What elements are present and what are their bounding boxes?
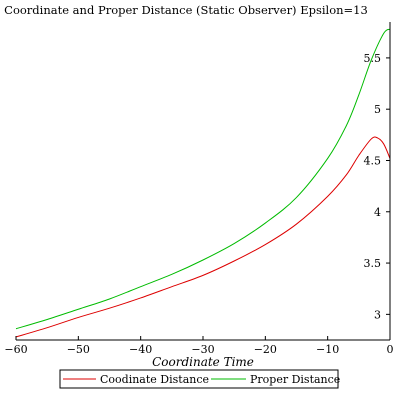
y-tick-label: 5 xyxy=(374,103,381,116)
x-tick-label: −60 xyxy=(4,343,27,356)
x-tick-label: −20 xyxy=(254,343,277,356)
legend-box xyxy=(59,369,339,389)
x-tick-label: −40 xyxy=(129,343,152,356)
x-tick-label: −10 xyxy=(316,343,339,356)
x-tick-label: 0 xyxy=(387,343,394,356)
legend-label-coordinate: Coodinate Distance xyxy=(100,373,209,386)
x-tick-label: −30 xyxy=(191,343,214,356)
y-tick-label: 5.5 xyxy=(364,52,382,65)
x-tick-label: −50 xyxy=(67,343,90,356)
y-tick-label: 3 xyxy=(374,308,381,321)
x-axis-label: Coordinate Time xyxy=(152,355,254,369)
series-line-1 xyxy=(15,28,391,330)
legend: Coodinate Distance Proper Distance xyxy=(59,369,340,389)
y-ticks: 3 3.5 4 4.5 5 5.5 xyxy=(364,52,390,321)
y-tick-label: 4 xyxy=(374,206,381,219)
legend-label-proper: Proper Distance xyxy=(250,373,340,386)
plot-area xyxy=(15,28,391,338)
y-tick-label: 4.5 xyxy=(364,154,382,167)
x-ticks: −60 −50 −40 −30 −20 −10 0 xyxy=(4,336,394,356)
y-tick-label: 3.5 xyxy=(364,257,382,270)
series-line-0 xyxy=(15,136,391,338)
chart-title: Coordinate and Proper Distance (Static O… xyxy=(4,3,368,17)
